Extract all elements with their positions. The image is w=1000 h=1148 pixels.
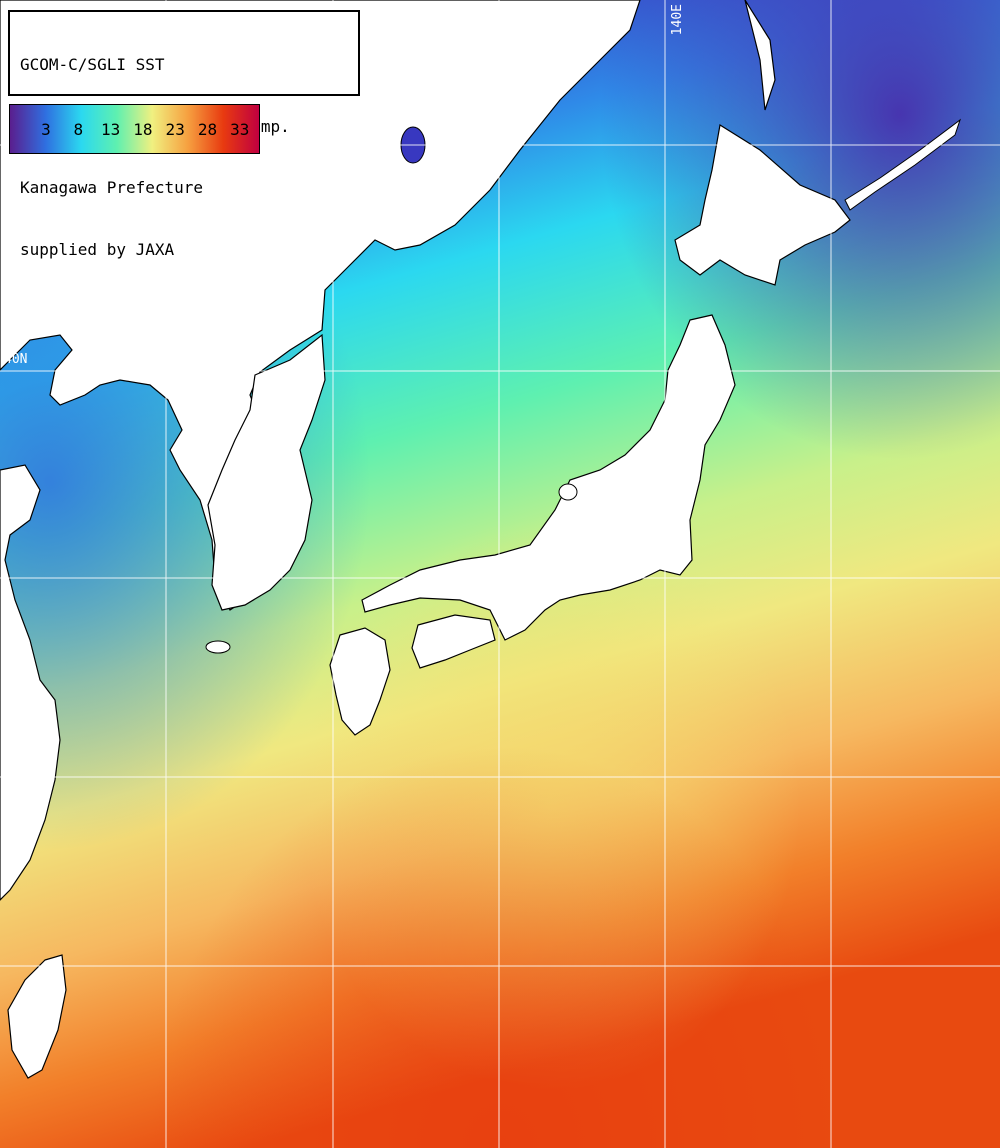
honshu xyxy=(361,314,736,641)
sado-island xyxy=(558,483,578,501)
longitude-label: 140E xyxy=(670,4,685,36)
korea xyxy=(207,333,326,611)
title-line-region: Kanagawa Prefecture xyxy=(20,178,204,197)
jeju-island xyxy=(205,640,231,654)
title-box: GCOM-C/SGLI SST ~2025/04/07 (UTC) Week C… xyxy=(8,10,360,259)
colorbar-tick-18: 18 xyxy=(133,120,153,139)
temperature-colorbar: 3 8 13 18 23 28 33 xyxy=(9,104,260,154)
kyushu xyxy=(329,627,391,736)
latitude-label: 40N xyxy=(4,352,28,367)
colorbar-tick-labels: 3 8 13 18 23 28 33 xyxy=(10,120,259,140)
title-line-sensor: GCOM-C/SGLI SST xyxy=(20,55,165,74)
china-coast xyxy=(0,464,61,901)
colorbar-tick-33: 33 xyxy=(230,120,250,139)
hokkaido xyxy=(674,124,851,286)
colorbar-tick-13: 13 xyxy=(100,120,121,139)
colorbar-tick-28: 28 xyxy=(197,120,218,139)
kuril-islands xyxy=(844,118,961,211)
colorbar-tick-3: 3 xyxy=(41,120,51,139)
colorbar-tick-23: 23 xyxy=(165,120,185,139)
shikoku xyxy=(411,614,496,669)
taiwan xyxy=(7,954,67,1079)
title-line-credit: supplied by JAXA xyxy=(20,239,175,259)
colorbar-tick-8: 8 xyxy=(73,120,84,139)
sakhalin xyxy=(744,0,776,111)
